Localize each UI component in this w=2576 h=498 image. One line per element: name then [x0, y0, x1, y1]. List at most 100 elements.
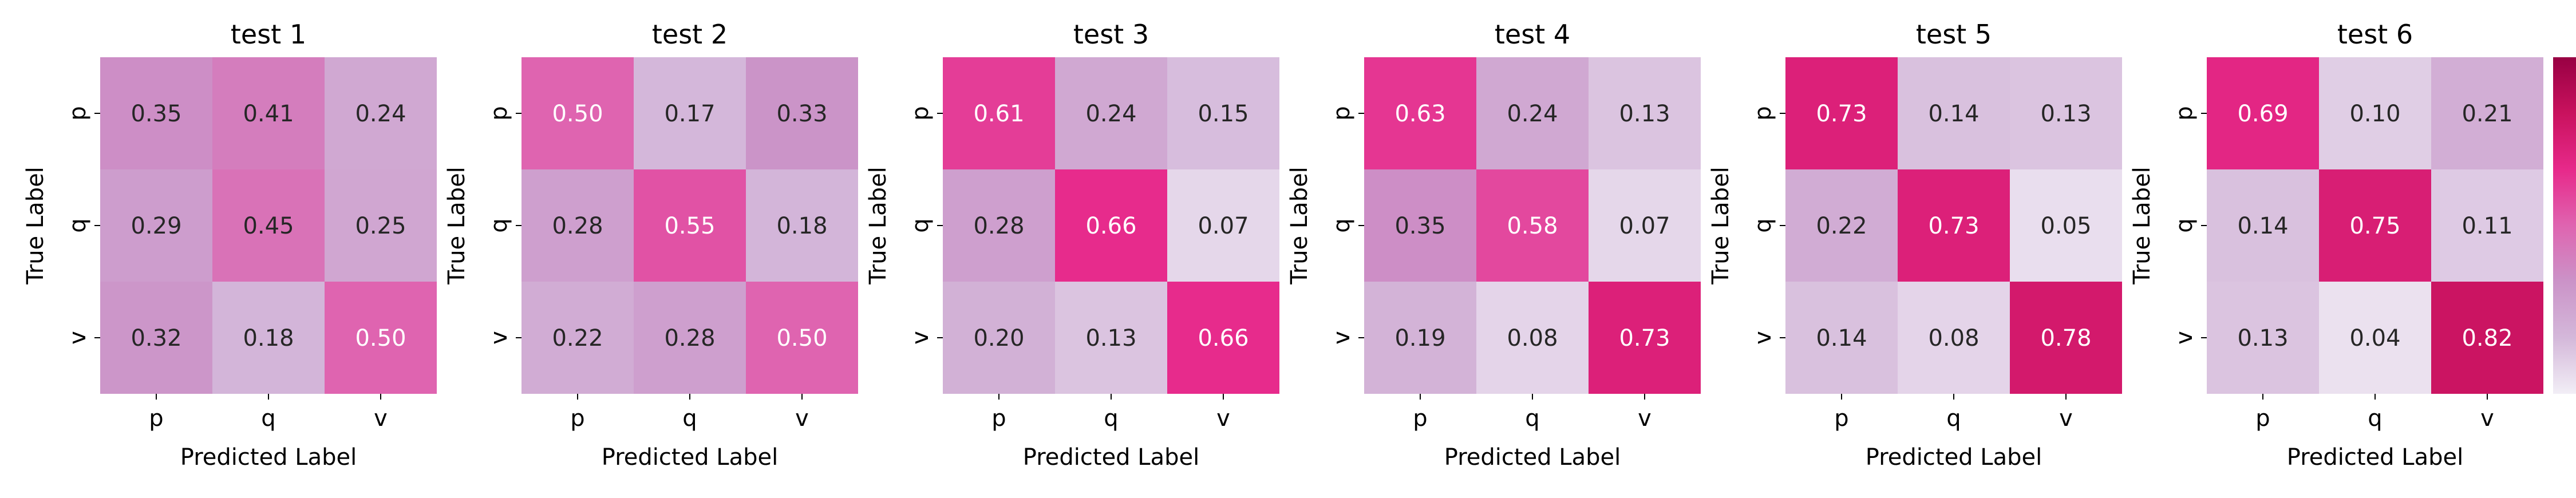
x-tick-label: q [2368, 405, 2382, 432]
y-axis-label: True Label [1708, 167, 1734, 285]
x-axis-label: Predicted Label [180, 444, 357, 471]
heatmap-panel-6: test 6 0.69 0.10 0.21 0.14 0.75 0.11 0.13 0.04 0.… [2129, 19, 2543, 471]
y-tick-label: v [486, 331, 512, 345]
y-tick-label: p [1750, 106, 1776, 120]
cell-value-label: 0.24 [1085, 101, 1136, 127]
cell-value-label: 0.58 [1507, 213, 1558, 239]
x-tick-label: v [374, 405, 388, 432]
y-axis-label: True Label [22, 167, 49, 285]
heatmap-cell [100, 282, 212, 394]
heatmap-panel-1: test 1 0.35 0.41 0.24 0.29 0.45 0.25 0.32 0.18 0.… [22, 19, 437, 471]
heatmap-cell [2319, 57, 2431, 169]
heatmap-cell [746, 282, 858, 394]
x-tick-label: p [2255, 405, 2270, 432]
heatmap-cell [1476, 169, 1589, 282]
heatmap-cell [1589, 57, 1701, 169]
y-tick-label: q [486, 218, 512, 232]
heatmap-cell [521, 282, 634, 394]
heatmap-cell [2319, 282, 2431, 394]
heatmap-cell [1785, 169, 1898, 282]
y-tick-label: p [907, 106, 934, 120]
cell-value-label: 0.18 [243, 325, 294, 351]
heatmap-cell [1167, 169, 1279, 282]
heatmap-cell [634, 169, 746, 282]
x-tick-label: v [1216, 405, 1230, 432]
cell-value-label: 0.25 [355, 213, 406, 239]
heatmap-cell [634, 282, 746, 394]
y-tick-label: p [2171, 106, 2198, 120]
x-tick-label: q [261, 405, 275, 432]
heatmap-panel-2: test 2 0.50 0.17 0.33 0.28 0.55 0.18 0.22 0.28 0.… [444, 19, 858, 471]
y-axis-label: True Label [444, 167, 470, 285]
cell-value-label: 0.50 [355, 325, 406, 351]
colorbar-bar [2553, 57, 2576, 394]
cell-value-label: 0.66 [1198, 325, 1249, 351]
cell-value-label: 0.24 [355, 101, 406, 127]
cell-value-label: 0.66 [1085, 213, 1136, 239]
heatmap-cell [325, 282, 437, 394]
cell-value-label: 0.07 [1619, 213, 1670, 239]
x-axis-label: Predicted Label [1444, 444, 1621, 471]
heatmap-cell [1055, 282, 1167, 394]
heatmap-cell [2010, 57, 2122, 169]
heatmap-cell [325, 57, 437, 169]
x-tick-label: q [1525, 405, 1539, 432]
cell-value-label: 0.11 [2462, 213, 2512, 239]
heatmap-cell [100, 169, 212, 282]
heatmap-panel-5: test 5 0.73 0.14 0.13 0.22 0.73 0.05 0.14 0.08 0.… [1708, 19, 2122, 471]
cell-value-label: 0.50 [776, 325, 827, 351]
heatmap-cell [1898, 57, 2010, 169]
panel-title: test 2 [652, 19, 728, 50]
cell-value-label: 0.33 [776, 101, 827, 127]
cell-value-label: 0.28 [664, 325, 715, 351]
heatmap-cell [212, 169, 325, 282]
y-tick-label: q [1750, 218, 1776, 232]
heatmap-cell [100, 57, 212, 169]
cell-value-label: 0.73 [1928, 213, 1979, 239]
x-axis-label: Predicted Label [602, 444, 778, 471]
heatmap-cell [1167, 57, 1279, 169]
cell-value-label: 0.73 [1816, 101, 1867, 127]
panel-title: test 6 [2337, 19, 2413, 50]
heatmap-panel-4: test 4 0.63 0.24 0.13 0.35 0.58 0.07 0.19 0.08 0.… [1286, 19, 1701, 471]
cell-value-label: 0.07 [1198, 213, 1249, 239]
cell-value-label: 0.15 [1198, 101, 1249, 127]
cell-value-label: 0.63 [1394, 101, 1445, 127]
heatmap-cell [1589, 282, 1701, 394]
cell-value-label: 0.50 [552, 101, 603, 127]
cell-value-label: 0.41 [243, 101, 294, 127]
y-tick-label: q [65, 218, 91, 232]
heatmap-cell [1364, 169, 1476, 282]
cell-value-label: 0.24 [1507, 101, 1558, 127]
heatmap-cell [1364, 282, 1476, 394]
cell-value-label: 0.73 [1619, 325, 1670, 351]
x-tick-label: p [1413, 405, 1427, 432]
cell-value-label: 0.08 [1928, 325, 1979, 351]
x-axis-label: Predicted Label [1023, 444, 1199, 471]
x-tick-label: p [149, 405, 163, 432]
y-axis-label: True Label [2129, 167, 2155, 285]
heatmap-cell [943, 169, 1055, 282]
heatmap-cell [1055, 57, 1167, 169]
x-tick-label: p [1834, 405, 1848, 432]
y-tick-label: q [1329, 218, 1355, 232]
cell-value-label: 0.28 [973, 213, 1024, 239]
panel-title: test 1 [231, 19, 306, 50]
cell-value-label: 0.35 [131, 101, 181, 127]
cell-value-label: 0.69 [2237, 101, 2288, 127]
heatmap-cell [2319, 169, 2431, 282]
heatmap-cell [1476, 57, 1589, 169]
y-axis-label: True Label [1286, 167, 1313, 285]
cell-value-label: 0.17 [664, 101, 715, 127]
y-tick-label: p [486, 106, 512, 120]
heatmap-cell [2431, 169, 2543, 282]
cell-value-label: 0.78 [2040, 325, 2091, 351]
cell-value-label: 0.22 [552, 325, 603, 351]
cell-value-label: 0.14 [1928, 101, 1979, 127]
cell-value-label: 0.55 [664, 213, 715, 239]
cell-value-label: 0.61 [973, 101, 1024, 127]
cell-value-label: 0.13 [2040, 101, 2091, 127]
y-tick-label: q [907, 218, 934, 232]
heatmap-cell [1785, 282, 1898, 394]
